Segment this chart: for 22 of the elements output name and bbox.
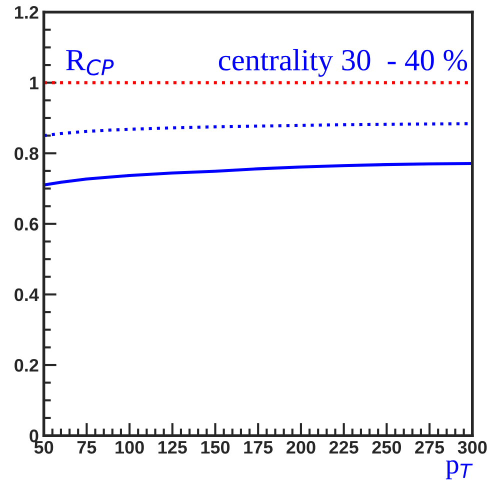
x-tick-label: 75 [77,441,96,454]
annotation: R$_{CP}$ [66,50,114,76]
y-tick-label: 1 [30,76,38,90]
x-tick-label: 275 [415,440,444,454]
y-tick-label: 0.4 [14,288,39,302]
x-tick-label: 100 [116,440,144,454]
annotation: centrality 30 - 40 % [218,49,468,77]
x-axis-title: p$_{T}$ [446,460,473,480]
line-series [44,162,472,187]
y-tick-label: 0.2 [14,358,38,372]
x-tick-label: 50 [34,440,54,454]
x-tick-label: 300 [458,440,487,454]
y-tick-label: 0 [30,430,38,442]
y-tick-label: 1.2 [15,6,38,19]
x-tick-label: 225 [329,440,358,454]
x-tick-label: 125 [158,440,187,454]
y-tick-label: 0.8 [14,147,38,160]
y-tick-label: 0.6 [14,218,38,231]
x-tick-label: 200 [286,440,316,454]
x-tick-label: 250 [372,440,401,454]
x-tick-label: 150 [201,440,230,454]
x-tick-label: 175 [244,441,273,454]
